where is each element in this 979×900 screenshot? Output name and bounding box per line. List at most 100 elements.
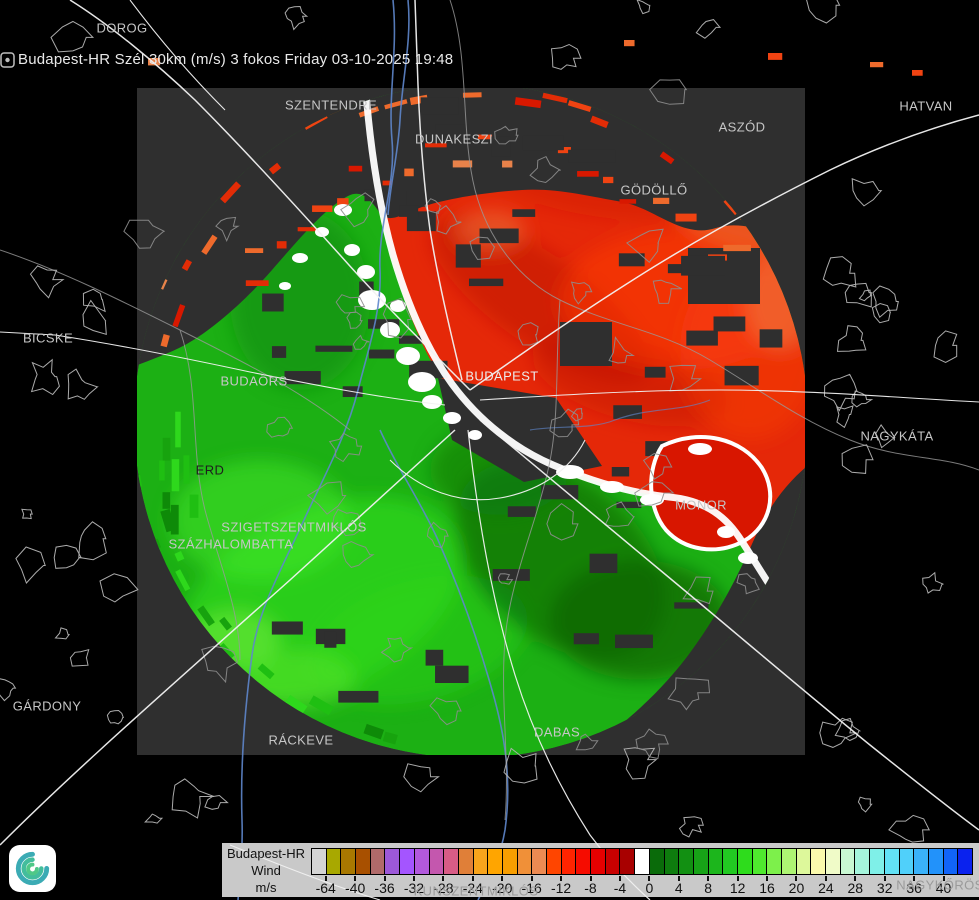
tick-label: 16 [759, 880, 775, 896]
scale-cell-43 [943, 849, 959, 874]
tick-mark [736, 876, 739, 881]
scale-cell-29 [737, 849, 753, 874]
tick-label: -16 [521, 880, 542, 896]
scale-cell-15 [532, 849, 547, 874]
tick-mark [648, 876, 651, 881]
tick-mark [677, 876, 680, 881]
scale-cell-24 [664, 849, 680, 874]
tick-label: -64 [315, 880, 336, 896]
tick-mark [530, 876, 533, 881]
scale-cell-27 [708, 849, 724, 874]
scale-cell-7 [414, 849, 430, 874]
scale-cell-33 [796, 849, 812, 874]
scale-cell-2 [341, 849, 357, 874]
city-label-bicske: BICSKE [22, 330, 74, 346]
scale-cell-39 [884, 849, 900, 874]
tick-mark [324, 876, 327, 881]
city-label-gardony: GÁRDONY [12, 698, 82, 714]
tick-label: 24 [818, 880, 834, 896]
tick-label: -40 [345, 880, 366, 896]
tick-mark [354, 876, 357, 881]
scale-cell-44 [958, 849, 972, 874]
city-label-dabas: DABAS [533, 724, 581, 740]
tick-label: -24 [462, 880, 483, 896]
tick-label: 20 [788, 880, 805, 896]
scale-cell-37 [855, 849, 871, 874]
scale-cell-35 [826, 849, 841, 874]
scale-cell-12 [488, 849, 503, 874]
tick-mark [883, 876, 886, 881]
scale-cell-32 [782, 849, 797, 874]
city-label-szentendre: SZENTENDRE [284, 97, 378, 113]
scale-cell-41 [914, 849, 929, 874]
tick-mark [618, 876, 621, 881]
scale-cell-5 [385, 849, 401, 874]
tick-label: -8 [584, 880, 597, 896]
tick-mark [471, 876, 474, 881]
scale-cell-30 [752, 849, 768, 874]
tick-mark [942, 876, 945, 881]
cyclone-spiral-logo[interactable] [9, 845, 56, 892]
legend-product: Budapest-HR [226, 846, 306, 861]
scale-cell-21 [620, 849, 636, 874]
tick-label: -20 [492, 880, 513, 896]
tick-mark [913, 876, 916, 881]
scale-cell-13 [502, 849, 518, 874]
city-label-budaors: BUDAÖRS [220, 373, 288, 389]
zero-isodop-line [361, 88, 788, 611]
scale-cell-16 [547, 849, 562, 874]
town-outlines [0, 0, 958, 843]
tick-label: -4 [613, 880, 627, 896]
tick-label: 12 [729, 880, 746, 896]
tick-mark [707, 876, 710, 881]
tick-mark [824, 876, 827, 881]
city-label-dorog: DOROG [96, 20, 148, 36]
outlying-echoes [148, 40, 923, 76]
tick-mark [766, 876, 769, 881]
scale-cell-25 [679, 849, 694, 874]
tick-label: 0 [645, 880, 654, 896]
city-label-rackeve: RÁCKEVE [268, 732, 334, 748]
scale-cell-14 [517, 849, 533, 874]
city-label-budapest: BUDAPEST [465, 368, 539, 384]
tick-label: -32 [403, 880, 425, 896]
scale-cell-11 [473, 849, 489, 874]
scale-cell-9 [444, 849, 459, 874]
tick-mark [589, 876, 592, 881]
tick-label: 8 [704, 880, 713, 896]
scale-cell-34 [811, 849, 827, 874]
city-label-szazhalombatta: SZÁZHALOMBATTA [168, 536, 294, 552]
scale-cell-28 [723, 849, 738, 874]
tick-label: 28 [847, 880, 864, 896]
city-label-kunszentmiklos: KUNSZENTMIKLÓS [413, 883, 539, 899]
city-label-szigetszentmiklos: SZIGETSZENTMIKLÓS [221, 519, 367, 535]
tick-mark [560, 876, 563, 881]
city-label-monor: MONOR [675, 497, 727, 513]
scale-cell-1 [326, 849, 342, 874]
city-label-godollo: GÖDÖLLŐ [620, 182, 688, 198]
wind-color-scale [311, 848, 973, 875]
city-label-aszod: ASZÓD [718, 119, 766, 135]
city-label-erd: ERD [195, 462, 225, 478]
scale-cell-22 [635, 849, 650, 874]
scale-cell-19 [591, 849, 606, 874]
legend-title: Budapest-HR Wind m/s [222, 845, 310, 896]
tick-label: 36 [906, 880, 922, 896]
tick-label: -12 [550, 880, 572, 896]
legend-unit: m/s [255, 880, 277, 895]
wind-scale-ticks: -64 -40 -36 -32 -28 -24 -20 -16 -12 -8 -4 0 4 8 12 16 20… [311, 876, 973, 896]
legend-field: Wind [251, 863, 281, 878]
tick-label: 4 [674, 880, 683, 896]
scale-cell-0 [312, 849, 327, 874]
scale-cell-31 [767, 849, 782, 874]
scale-cell-26 [693, 849, 709, 874]
scale-cell-23 [649, 849, 665, 874]
tick-label: -36 [374, 880, 395, 896]
city-label-nagykata: NAGYKÁTA [860, 428, 934, 444]
site-marker-icon [0, 52, 15, 68]
tick-mark [383, 876, 386, 881]
scale-cell-36 [840, 849, 856, 874]
